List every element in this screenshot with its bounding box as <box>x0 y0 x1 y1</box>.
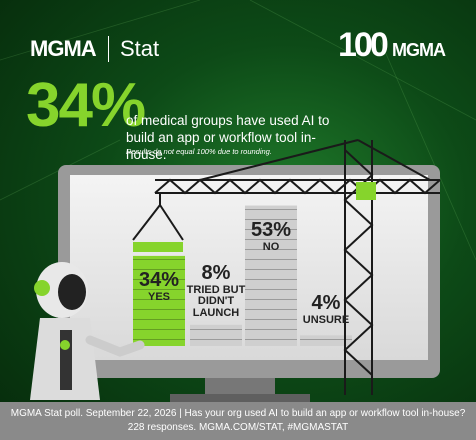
category-label: UNSURE <box>302 314 350 327</box>
brick-texture <box>245 205 297 346</box>
logo-brand: MGMA <box>392 40 446 60</box>
monitor-stand <box>205 378 275 396</box>
note: Results do not equal 100% due to roundin… <box>126 147 272 156</box>
brick-texture <box>133 255 185 346</box>
crane-light <box>356 182 376 200</box>
divider <box>108 36 109 62</box>
brick-texture <box>190 324 242 346</box>
footer-line2: 228 responses. MGMA.COM/STAT, #MGMASTAT <box>127 422 349 433</box>
logo-number: 100 <box>338 26 389 64</box>
hanging-block <box>133 242 183 252</box>
robot <box>30 262 145 400</box>
value-label: 4% <box>311 292 341 315</box>
brand: MGMA <box>30 36 97 61</box>
category-label: YES <box>147 290 170 303</box>
subtitle: of medical groups have used AI to build … <box>126 113 330 162</box>
category-label: TRIED BUT DIDN'T LAUNCH <box>186 283 246 319</box>
value-label: 8% <box>201 261 231 284</box>
value-label: 53% <box>250 218 292 241</box>
footer-line1: MGMA Stat poll. September 22, 2026 | Has… <box>10 408 466 419</box>
monitor-base <box>170 394 310 402</box>
headline: 34% <box>26 71 146 140</box>
section: Stat <box>120 36 160 61</box>
footer-band <box>0 402 476 440</box>
value-label: 34% <box>138 268 180 291</box>
brick-texture <box>300 335 352 346</box>
category-label: NO <box>262 240 280 253</box>
